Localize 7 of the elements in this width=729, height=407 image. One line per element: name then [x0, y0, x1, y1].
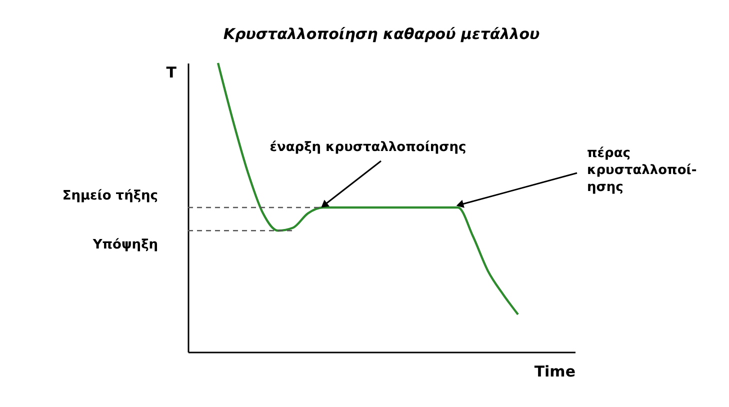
y-axis-title: T	[166, 64, 178, 82]
annotation: έναρξη κρυσταλλοποίησης	[270, 140, 466, 155]
ref-line-label: Σημείο τήξης	[62, 188, 158, 204]
x-axis-title: Time	[534, 362, 576, 380]
text: πέρας κρυσταλλοποί- ησης	[587, 146, 697, 195]
ref-line-label: Υπόψηξη	[92, 238, 158, 253]
chart-title: Κρυσταλλοποίηση καθαρού μετάλλου	[223, 24, 540, 43]
